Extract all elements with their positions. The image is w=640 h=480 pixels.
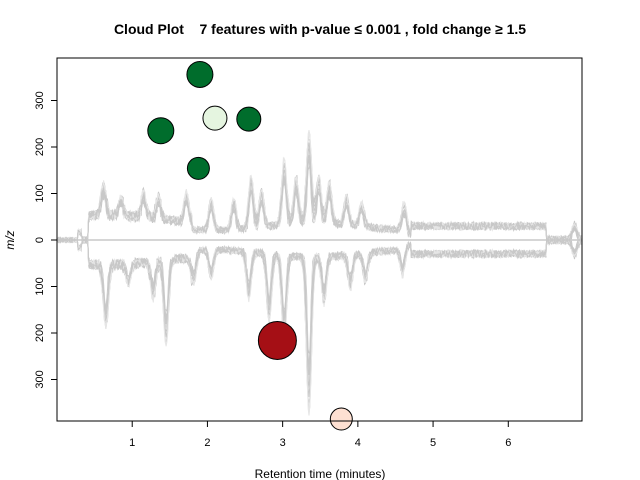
x-tick-label: 2 — [204, 437, 210, 449]
trace-upper — [56, 165, 582, 242]
y-tick-label: 0 — [34, 237, 46, 243]
y-tick-label: 100 — [34, 184, 46, 202]
y-tick-label: 100 — [34, 277, 46, 295]
feature-point-up[interactable] — [147, 117, 175, 145]
y-tick-label: 200 — [34, 324, 46, 342]
x-tick-label: 6 — [505, 437, 511, 449]
feature-point-up[interactable] — [236, 106, 262, 132]
feature-point-up[interactable] — [186, 156, 210, 180]
x-tick-label: 1 — [129, 437, 135, 449]
y-tick-label: 300 — [34, 91, 46, 109]
feature-point-up[interactable] — [186, 60, 214, 88]
y-tick-label: 300 — [34, 370, 46, 388]
x-tick-label: 3 — [280, 437, 286, 449]
plot-frame — [56, 57, 583, 422]
x-axis-label: Retention time (minutes) — [255, 467, 386, 480]
trace-lower — [56, 238, 582, 355]
x-tick-label: 4 — [355, 437, 361, 449]
y-axis: 0 100 200 300 100 200 300 — [34, 91, 57, 389]
y-axis-label: m/z — [3, 230, 17, 249]
chromatogram-traces — [56, 130, 583, 416]
x-axis: 1 2 3 4 5 6 — [129, 421, 511, 449]
x-tick-label: 5 — [430, 437, 436, 449]
feature-point-down[interactable] — [257, 320, 297, 360]
chart-title: Cloud Plot 7 features with p-value ≤ 0.0… — [114, 21, 526, 37]
y-tick-label: 200 — [34, 138, 46, 156]
feature-point-down[interactable] — [329, 407, 353, 431]
feature-points — [147, 60, 353, 431]
feature-point-up[interactable] — [202, 105, 228, 131]
